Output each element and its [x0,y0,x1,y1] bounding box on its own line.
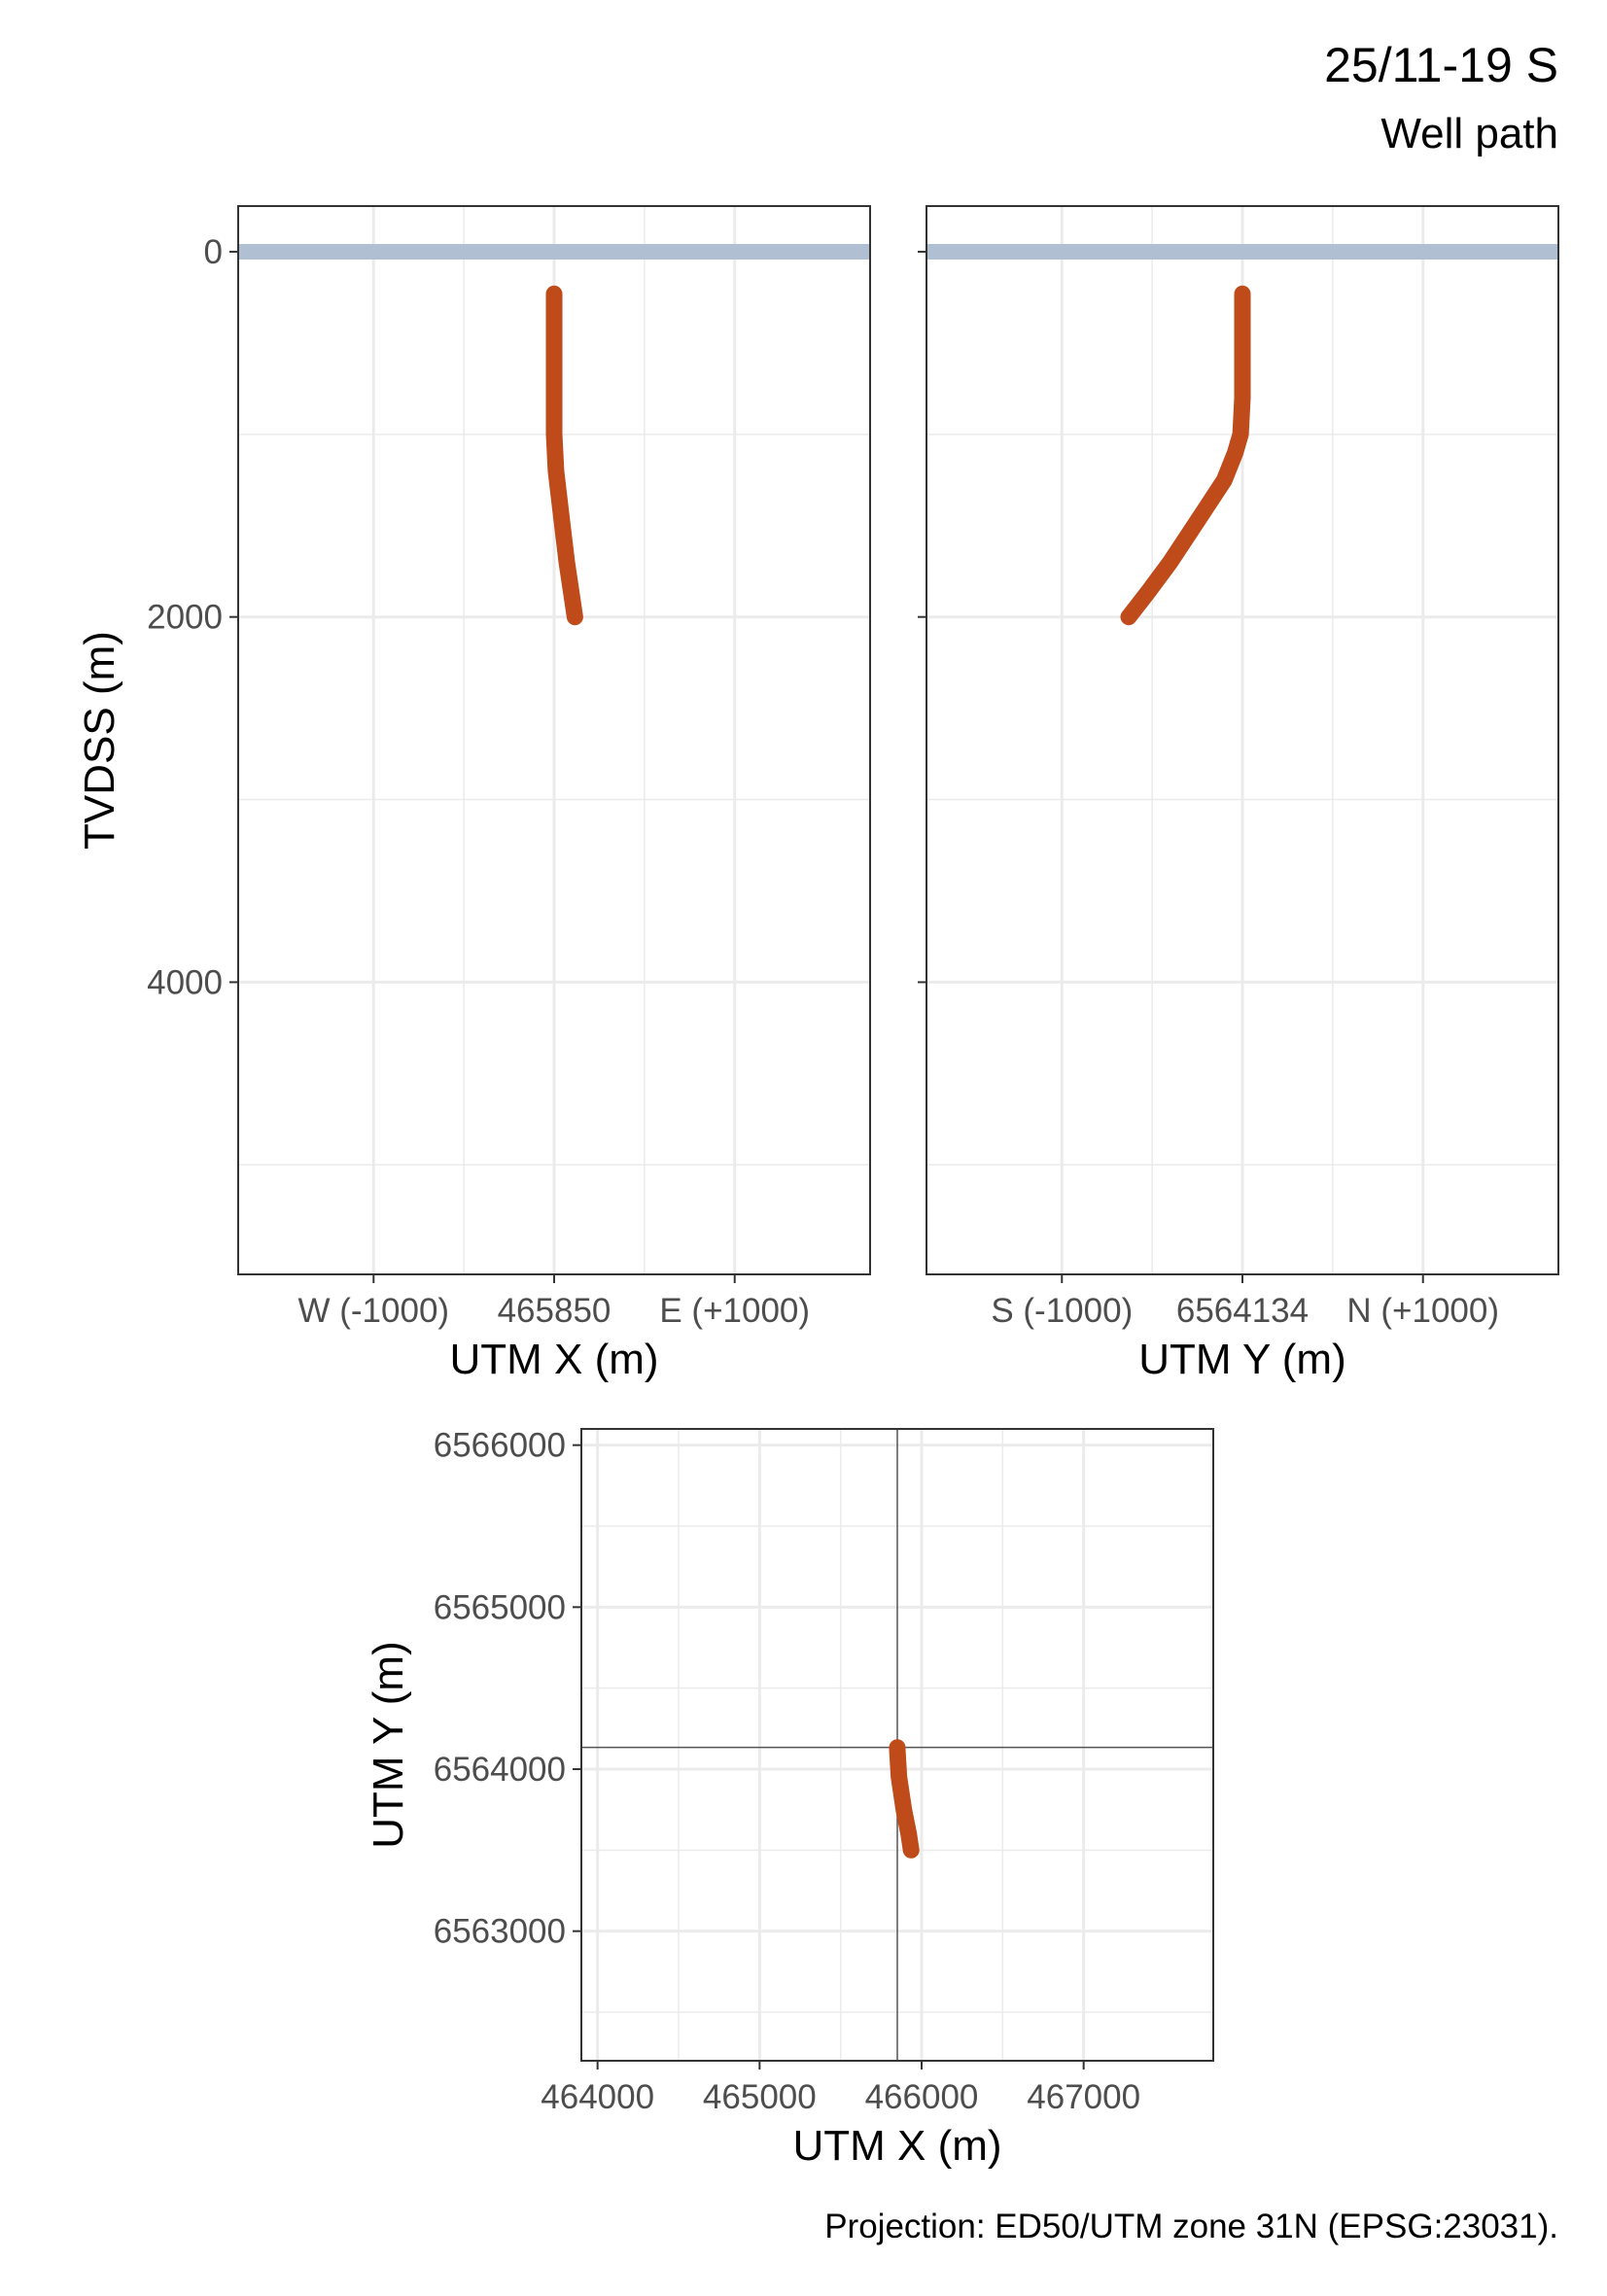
well-path-line [545,285,583,626]
x-tick-label: W (-1000) [297,1292,449,1330]
x-tick-label: 466000 [865,2078,979,2116]
x-axis-title: UTM Y (m) [1138,1336,1345,1383]
figure-title: 25/11-19 S [1324,38,1558,92]
x-tick-label: 465000 [703,2078,817,2116]
x-tick-label: N (+1000) [1346,1292,1499,1330]
y-tick-label: 6566000 [434,1427,566,1465]
y-axis-title: TVDSS (m) [76,631,123,850]
x-tick-label: 465850 [498,1292,611,1330]
y-tick-label: 0 [204,233,223,271]
x-tick-label: 464000 [541,2078,654,2116]
y-tick-label: 6565000 [434,1588,566,1626]
well-path-line [889,1739,920,1859]
projection-caption: Projection: ED50/UTM zone 31N (EPSG:2303… [824,2208,1558,2245]
y-tick-label: 6563000 [434,1913,566,1951]
north-section-panel: S (-1000) 6564134 N (+1000)UTM Y (m) [918,205,1559,1383]
map-panel: 464000 465000 466000 467000 6563000 6564000 65… [365,1427,1214,2170]
east-section-panel: W (-1000) 465850 E (+1000) 0 2000 4000 UTM X (… [76,205,871,1383]
x-tick-label: E (+1000) [659,1292,810,1330]
y-axis-title: UTM Y (m) [365,1641,412,1848]
x-tick-label: 467000 [1027,2078,1140,2116]
y-tick-label: 4000 [147,963,223,1001]
x-tick-label: S (-1000) [991,1292,1133,1330]
panel-border [580,1428,1214,2062]
x-axis-title: UTM X (m) [449,1336,658,1383]
well-path-line [1120,285,1251,626]
figure-subtitle: Well path [1380,110,1558,157]
x-axis-title: UTM X (m) [792,2122,1001,2170]
y-tick-label: 2000 [147,599,223,637]
y-tick-label: 6564000 [434,1751,566,1789]
x-tick-label: 6564134 [1176,1292,1309,1330]
